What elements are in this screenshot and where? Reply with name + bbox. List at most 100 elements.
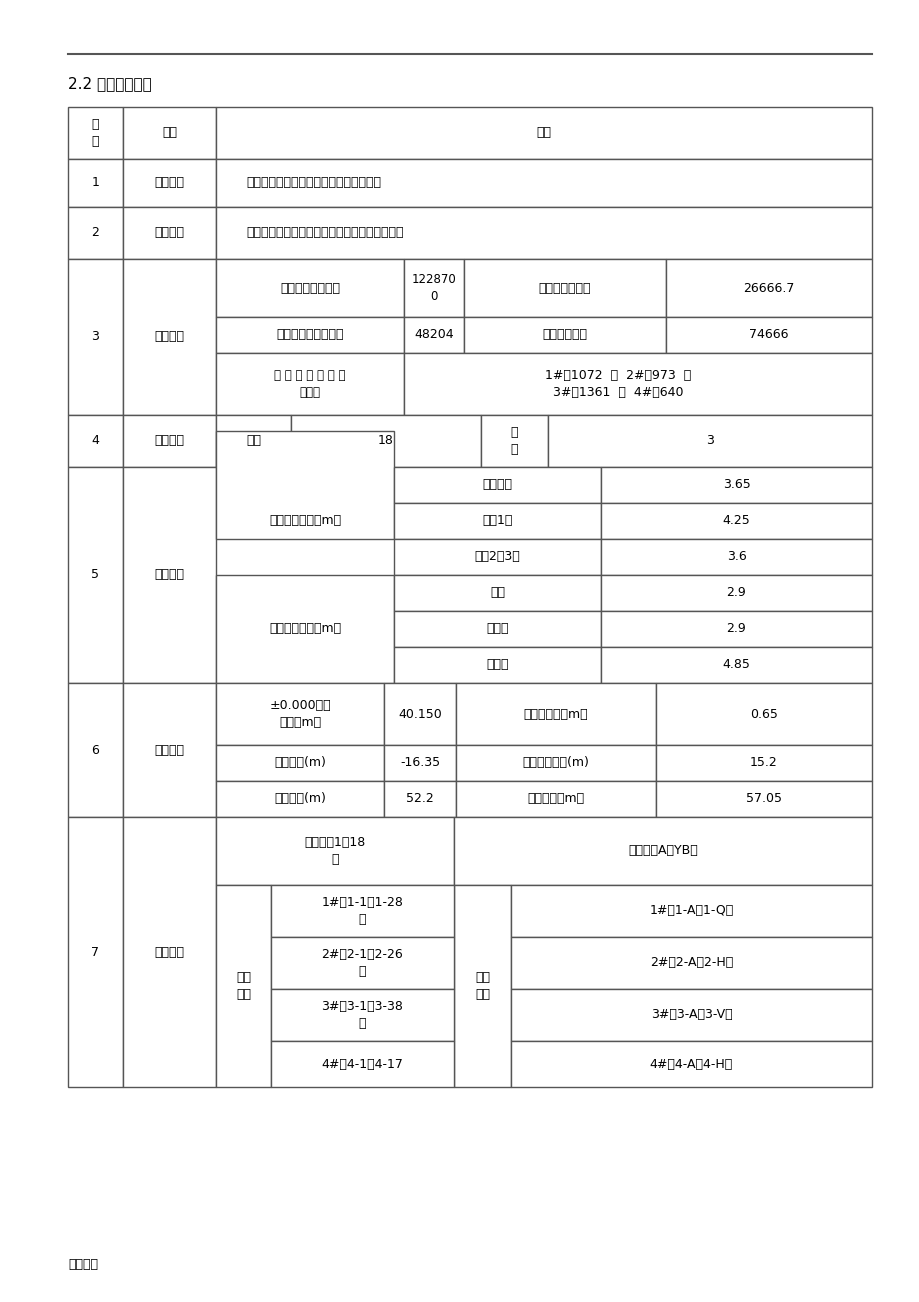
Text: 檐口标高(m): 檐口标高(m) [274, 793, 325, 806]
Text: 地下2、3层: 地下2、3层 [474, 551, 520, 564]
Text: 122870
0: 122870 0 [411, 273, 456, 303]
Bar [290, 415, 481, 467]
Bar [481, 415, 548, 467]
Bar [510, 990, 871, 1042]
Bar [600, 611, 871, 647]
Bar [216, 885, 271, 1087]
Bar [68, 159, 123, 207]
Text: 2.2 建筑设计简介: 2.2 建筑设计简介 [68, 77, 152, 91]
Bar [393, 611, 600, 647]
Text: 地下建筑面积（㎡）: 地下建筑面积（㎡） [276, 328, 344, 341]
Text: 3.65: 3.65 [721, 479, 750, 491]
Bar [123, 415, 216, 467]
Bar [403, 316, 463, 353]
Bar [456, 781, 655, 816]
Text: 2.9: 2.9 [726, 586, 745, 599]
Text: 建筑特点: 建筑特点 [154, 227, 185, 240]
Bar [456, 684, 655, 745]
Text: 造型时尚、简约，装饰体现出现代化城市的形象: 造型时尚、简约，装饰体现出现代化城市的形象 [245, 227, 403, 240]
Text: 1#楼1-A～1-Q轴: 1#楼1-A～1-Q轴 [649, 905, 732, 918]
Bar [453, 816, 871, 885]
Text: 地下1层: 地下1层 [482, 514, 512, 527]
Text: -16.35: -16.35 [400, 756, 439, 769]
Bar [271, 990, 453, 1042]
Bar [393, 575, 600, 611]
Bar [68, 107, 123, 159]
Text: 4.85: 4.85 [721, 659, 750, 672]
Text: 40.150: 40.150 [398, 707, 441, 720]
Text: 3#楼3-A～3-V轴: 3#楼3-A～3-V轴 [650, 1009, 732, 1022]
Text: 0.65: 0.65 [749, 707, 777, 720]
Bar [271, 1042, 453, 1087]
Bar [393, 503, 600, 539]
Bar [123, 684, 216, 816]
Bar [600, 467, 871, 503]
Text: 项目: 项目 [162, 126, 176, 139]
Text: 15.2: 15.2 [749, 756, 777, 769]
Text: 室内外高差（m）: 室内外高差（m） [523, 707, 587, 720]
Text: 4: 4 [92, 435, 99, 448]
Text: 5: 5 [91, 569, 99, 582]
Bar [68, 816, 123, 1087]
Text: 1#楼1072  、  2#楼973  、
3#楼1361  、  4#楼640: 1#楼1072 、 2#楼973 、 3#楼1361 、 4#楼640 [544, 368, 690, 398]
Text: 地上: 地上 [245, 435, 261, 448]
Text: 首层: 首层 [490, 586, 505, 599]
Bar [600, 539, 871, 575]
Bar [548, 415, 871, 467]
Bar [216, 684, 383, 745]
Bar [216, 816, 453, 885]
Bar [665, 316, 871, 353]
Bar [123, 467, 216, 684]
Bar [123, 107, 216, 159]
Bar [393, 647, 600, 684]
Text: 序
号: 序 号 [92, 118, 99, 148]
Text: 74666: 74666 [748, 328, 788, 341]
Bar [600, 575, 871, 611]
Bar [393, 467, 600, 503]
Bar [393, 539, 600, 575]
Text: 7: 7 [91, 945, 99, 958]
Bar [665, 259, 871, 316]
Bar [216, 415, 290, 467]
Text: 26666.7: 26666.7 [743, 281, 794, 294]
Text: 地下部分层高（m）: 地下部分层高（m） [268, 514, 341, 527]
Bar [655, 781, 871, 816]
Text: 57.05: 57.05 [745, 793, 781, 806]
Text: 建筑层数: 建筑层数 [154, 435, 185, 448]
Bar [68, 467, 123, 684]
Text: 最大基坑深度(m): 最大基坑深度(m) [522, 756, 589, 769]
Bar [216, 781, 383, 816]
Bar [271, 937, 453, 990]
Bar [216, 107, 871, 159]
Bar [655, 684, 871, 745]
Text: 2#楼2-1～2-26
轴: 2#楼2-1～2-26 轴 [322, 948, 403, 978]
Bar [655, 745, 871, 781]
Text: ±0.000绝对
标高（m）: ±0.000绝对 标高（m） [269, 699, 331, 729]
Text: 18: 18 [378, 435, 393, 448]
Text: 4#楼4-A～4-H轴: 4#楼4-A～4-H轴 [649, 1057, 732, 1070]
Text: 4#楼4-1～4-17: 4#楼4-1～4-17 [322, 1057, 403, 1070]
Bar [456, 745, 655, 781]
Bar [216, 431, 393, 539]
Bar [383, 745, 456, 781]
Bar [216, 207, 871, 259]
Text: 地上部分层高（m）: 地上部分层高（m） [268, 622, 341, 635]
Text: 建筑层高: 建筑层高 [154, 569, 185, 582]
Text: 3: 3 [705, 435, 713, 448]
Bar [216, 259, 403, 316]
Bar [383, 684, 456, 745]
Bar [510, 937, 871, 990]
Bar [463, 316, 665, 353]
Bar [216, 745, 383, 781]
Text: 4.25: 4.25 [721, 514, 750, 527]
Text: 建筑总高（m）: 建筑总高（m） [527, 793, 584, 806]
Bar [403, 259, 463, 316]
Text: 纵轴
编号: 纵轴 编号 [474, 971, 490, 1001]
Bar [216, 316, 403, 353]
Text: 基底标高(m): 基底标高(m) [274, 756, 325, 769]
Bar [68, 259, 123, 415]
Text: 地下车库1～18
轴: 地下车库1～18 轴 [304, 836, 365, 866]
Bar [216, 353, 403, 415]
Text: 标准层: 标准层 [486, 622, 508, 635]
Bar [463, 259, 665, 316]
